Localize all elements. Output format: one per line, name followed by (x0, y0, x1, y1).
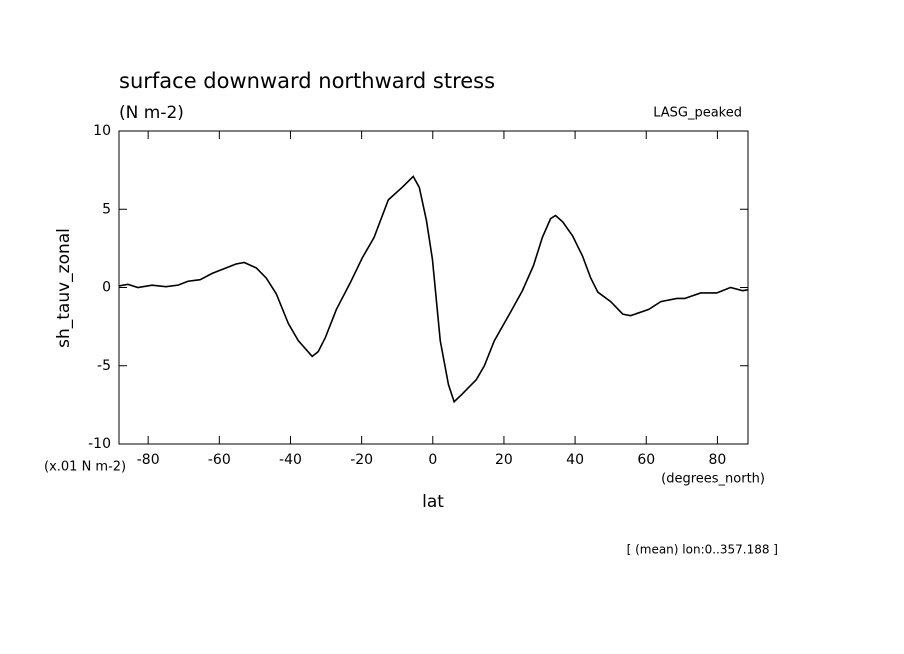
chart-subtitle: (N m-2) (119, 103, 184, 123)
y-tick-label: -5 (97, 358, 111, 374)
x-tick-label: 60 (637, 452, 655, 468)
data-line (118, 175, 749, 404)
y-tick-label: 0 (102, 280, 111, 296)
plot-frame (118, 130, 749, 445)
x-tick-label: -60 (208, 452, 231, 468)
x-tick-label: -20 (350, 452, 373, 468)
x-tick-label: 0 (428, 452, 437, 468)
chart-title: surface downward northward stress (119, 69, 495, 93)
x-tick-label: 80 (708, 452, 726, 468)
dataset-label: LASG_peaked (653, 106, 742, 121)
y-axis-label: sh_tauv_zonal (54, 228, 74, 348)
y-tick-label: -10 (88, 436, 111, 452)
y-tick-label: 10 (93, 123, 111, 139)
footnote: [ (mean) lon:0..357.188 ] (627, 543, 778, 557)
y-axis-units: (x.01 N m-2) (44, 460, 126, 475)
x-tick-label: -80 (137, 452, 160, 468)
x-axis-label: lat (422, 492, 444, 512)
x-axis-units: (degrees_north) (661, 472, 765, 487)
x-tick-label: 20 (495, 452, 513, 468)
y-tick-label: 5 (102, 201, 111, 217)
x-tick-label: -40 (279, 452, 302, 468)
x-tick-label: 40 (566, 452, 584, 468)
